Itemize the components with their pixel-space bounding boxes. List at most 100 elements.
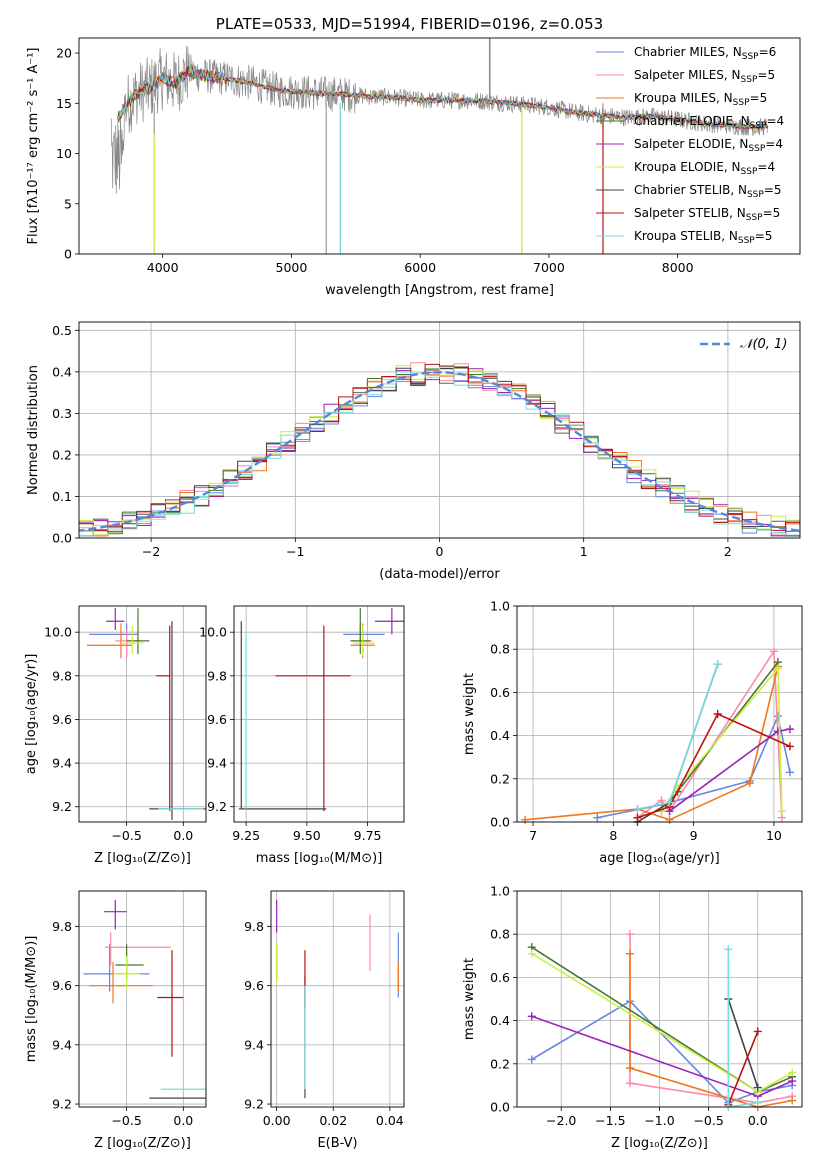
x-axis-label: age [log₁₀(age/yr)]: [599, 851, 720, 866]
y-axis-label: mass weight: [462, 958, 477, 1040]
y-tick-label: 9.8: [207, 668, 227, 683]
series-line: [531, 1015, 793, 1098]
spectrum-legend: Chabrier MILES, NSSP=6 Salpeter MILES, NS…: [596, 45, 784, 246]
axes-frame: [516, 605, 803, 823]
series-marker: [753, 1098, 762, 1107]
error-bars: [83, 899, 206, 1099]
x-tick-label: 0.0: [173, 1113, 193, 1128]
data-point-kroupa_elodie: [120, 625, 144, 654]
series-line: [531, 946, 793, 1093]
series-marker: [713, 660, 722, 669]
y-tick-label: 15: [56, 96, 72, 111]
error-bars: [276, 899, 399, 1099]
y-tick-label: 0.4: [490, 1013, 510, 1028]
series-marker: [769, 647, 778, 656]
y-tick-label: 0.5: [52, 323, 72, 338]
data-point-kroupa_miles: [86, 623, 133, 659]
series-marker: [773, 727, 782, 736]
y-tick-label: 0.2: [490, 771, 510, 786]
data-point-salpeter_elodie: [106, 608, 125, 630]
series-salpeter_elodie: [665, 725, 794, 816]
normal-curve: [79, 371, 800, 532]
legend-entry: Chabrier MILES, NSSP=6: [634, 45, 776, 62]
legend-entry: Salpeter STELIB, NSSP=5: [634, 206, 780, 223]
x-tick-label: 9.50: [293, 828, 321, 843]
y-tick-label: 0.8: [490, 642, 510, 657]
y-tick-label: 1.0: [490, 884, 510, 899]
data-point-chabrier_miles: [83, 944, 150, 992]
x-tick-label: 9.75: [354, 828, 382, 843]
legend-entry: Kroupa MILES, NSSP=5: [634, 91, 767, 108]
x-tick-label: −2: [142, 544, 160, 559]
age_vs_Z-panel: −0.5 0.0 9.2 9.4 9.6 9.8 10.0 Z [log₁₀(Z/Z⊙)] ag…: [24, 605, 207, 866]
y-tick-label: 9.2: [52, 799, 72, 814]
series-marker: [788, 1096, 797, 1105]
series-marker: [521, 815, 530, 824]
x-tick-label: −0.5: [111, 828, 141, 843]
axes-frame: [233, 605, 405, 823]
series-chabrier_elodie: [527, 943, 797, 1096]
legend-entry: Salpeter ELODIE, NSSP=4: [634, 137, 783, 154]
x-tick-label: −0.5: [111, 1113, 141, 1128]
legend-entry: Kroupa STELIB, NSSP=5: [634, 229, 772, 246]
y-axis-label: mass weight: [462, 673, 477, 755]
series-chabrier_stelib: [724, 995, 762, 1092]
x-tick-label: 7: [529, 828, 537, 843]
spectrum-panel: 4000 5000 6000 7000 8000 0 5 10 15 20 wavelength […: [26, 37, 801, 298]
axes-frame: [516, 890, 803, 1108]
legend-entry: 𝒩(0, 1): [740, 337, 787, 352]
y-tick-label: 5: [64, 196, 72, 211]
series-marker: [527, 1012, 536, 1021]
y-axis-label: mass [log₁₀(M/M⊙)]: [24, 936, 39, 1063]
y-tick-label: 10.0: [199, 625, 227, 640]
y-tick-label: 0.4: [490, 728, 510, 743]
y-axis-label: Flux [fλ10⁻¹⁷ erg cm⁻² s⁻¹ A⁻¹]: [26, 48, 41, 245]
mass_vs_ebv-panel: 0.00 0.02 0.04 9.2 9.4 9.6 9.8 E(B-V): [244, 890, 405, 1151]
y-tick-label: 9.2: [244, 1097, 264, 1112]
axes-frame: [78, 37, 801, 255]
x-tick-label: 0.0: [173, 828, 193, 843]
y-tick-label: 10.0: [44, 625, 72, 640]
error-bars: [238, 608, 404, 812]
data-point-chabrier_miles: [343, 623, 385, 646]
axes-frame: [270, 890, 405, 1108]
y-tick-label: 0.6: [490, 970, 510, 985]
series-marker: [626, 1064, 635, 1073]
age_vs_mass-panel: 9.25 9.50 9.75 9.2 9.4 9.6 9.8 10.0 mass [log₁₀(…: [199, 605, 405, 866]
data-point-salpeter_stelib: [275, 625, 351, 812]
series-marker: [527, 1055, 536, 1064]
x-axis-label: wavelength [Angstrom, rest frame]: [325, 283, 554, 298]
series-marker: [665, 798, 674, 807]
data-point-salpeter_stelib: [157, 950, 184, 1057]
data-point-chabrier_stelib: [149, 621, 206, 820]
y-tick-label: 20: [56, 46, 72, 61]
y-tick-label: 0.0: [52, 531, 72, 546]
series-kroupa_miles: [521, 662, 782, 824]
data-point-salpeter_stelib: [156, 625, 171, 812]
data-point-kroupa_miles: [89, 962, 153, 1004]
axes-frame: [78, 605, 207, 823]
series-line: [669, 728, 791, 812]
series-marker: [626, 1079, 635, 1088]
y-tick-label: 0.1: [52, 489, 72, 504]
series-marker: [785, 725, 794, 734]
x-axis-label: Z [log₁₀(Z/Z⊙)]: [611, 1136, 708, 1151]
series-marker: [753, 1083, 762, 1092]
y-tick-label: 0.8: [490, 927, 510, 942]
series-marker: [785, 768, 794, 777]
data-point-kroupa_elodie: [113, 956, 141, 989]
y-tick-label: 0.2: [490, 1056, 510, 1071]
data-point-salpeter_elodie: [374, 608, 404, 635]
x-tick-label: −1: [286, 544, 304, 559]
residuals-panel: −2 −1 0 1 2 0.0 0.1 0.2 0.3 0.4 0.5 (data-model)/er…: [26, 321, 801, 582]
x-tick-label: 8: [609, 828, 617, 843]
y-axis-label: age [log₁₀(age/yr)]: [24, 654, 39, 775]
series-line: [629, 934, 793, 1104]
series-marker: [593, 813, 602, 822]
x-axis-label: Z [log₁₀(Z/Z⊙)]: [94, 1136, 191, 1151]
series-marker: [777, 807, 786, 816]
series-marker: [785, 742, 794, 751]
y-tick-label: 0.3: [52, 406, 72, 421]
y-tick-label: 0.0: [490, 1100, 510, 1115]
series-marker: [713, 710, 722, 718]
